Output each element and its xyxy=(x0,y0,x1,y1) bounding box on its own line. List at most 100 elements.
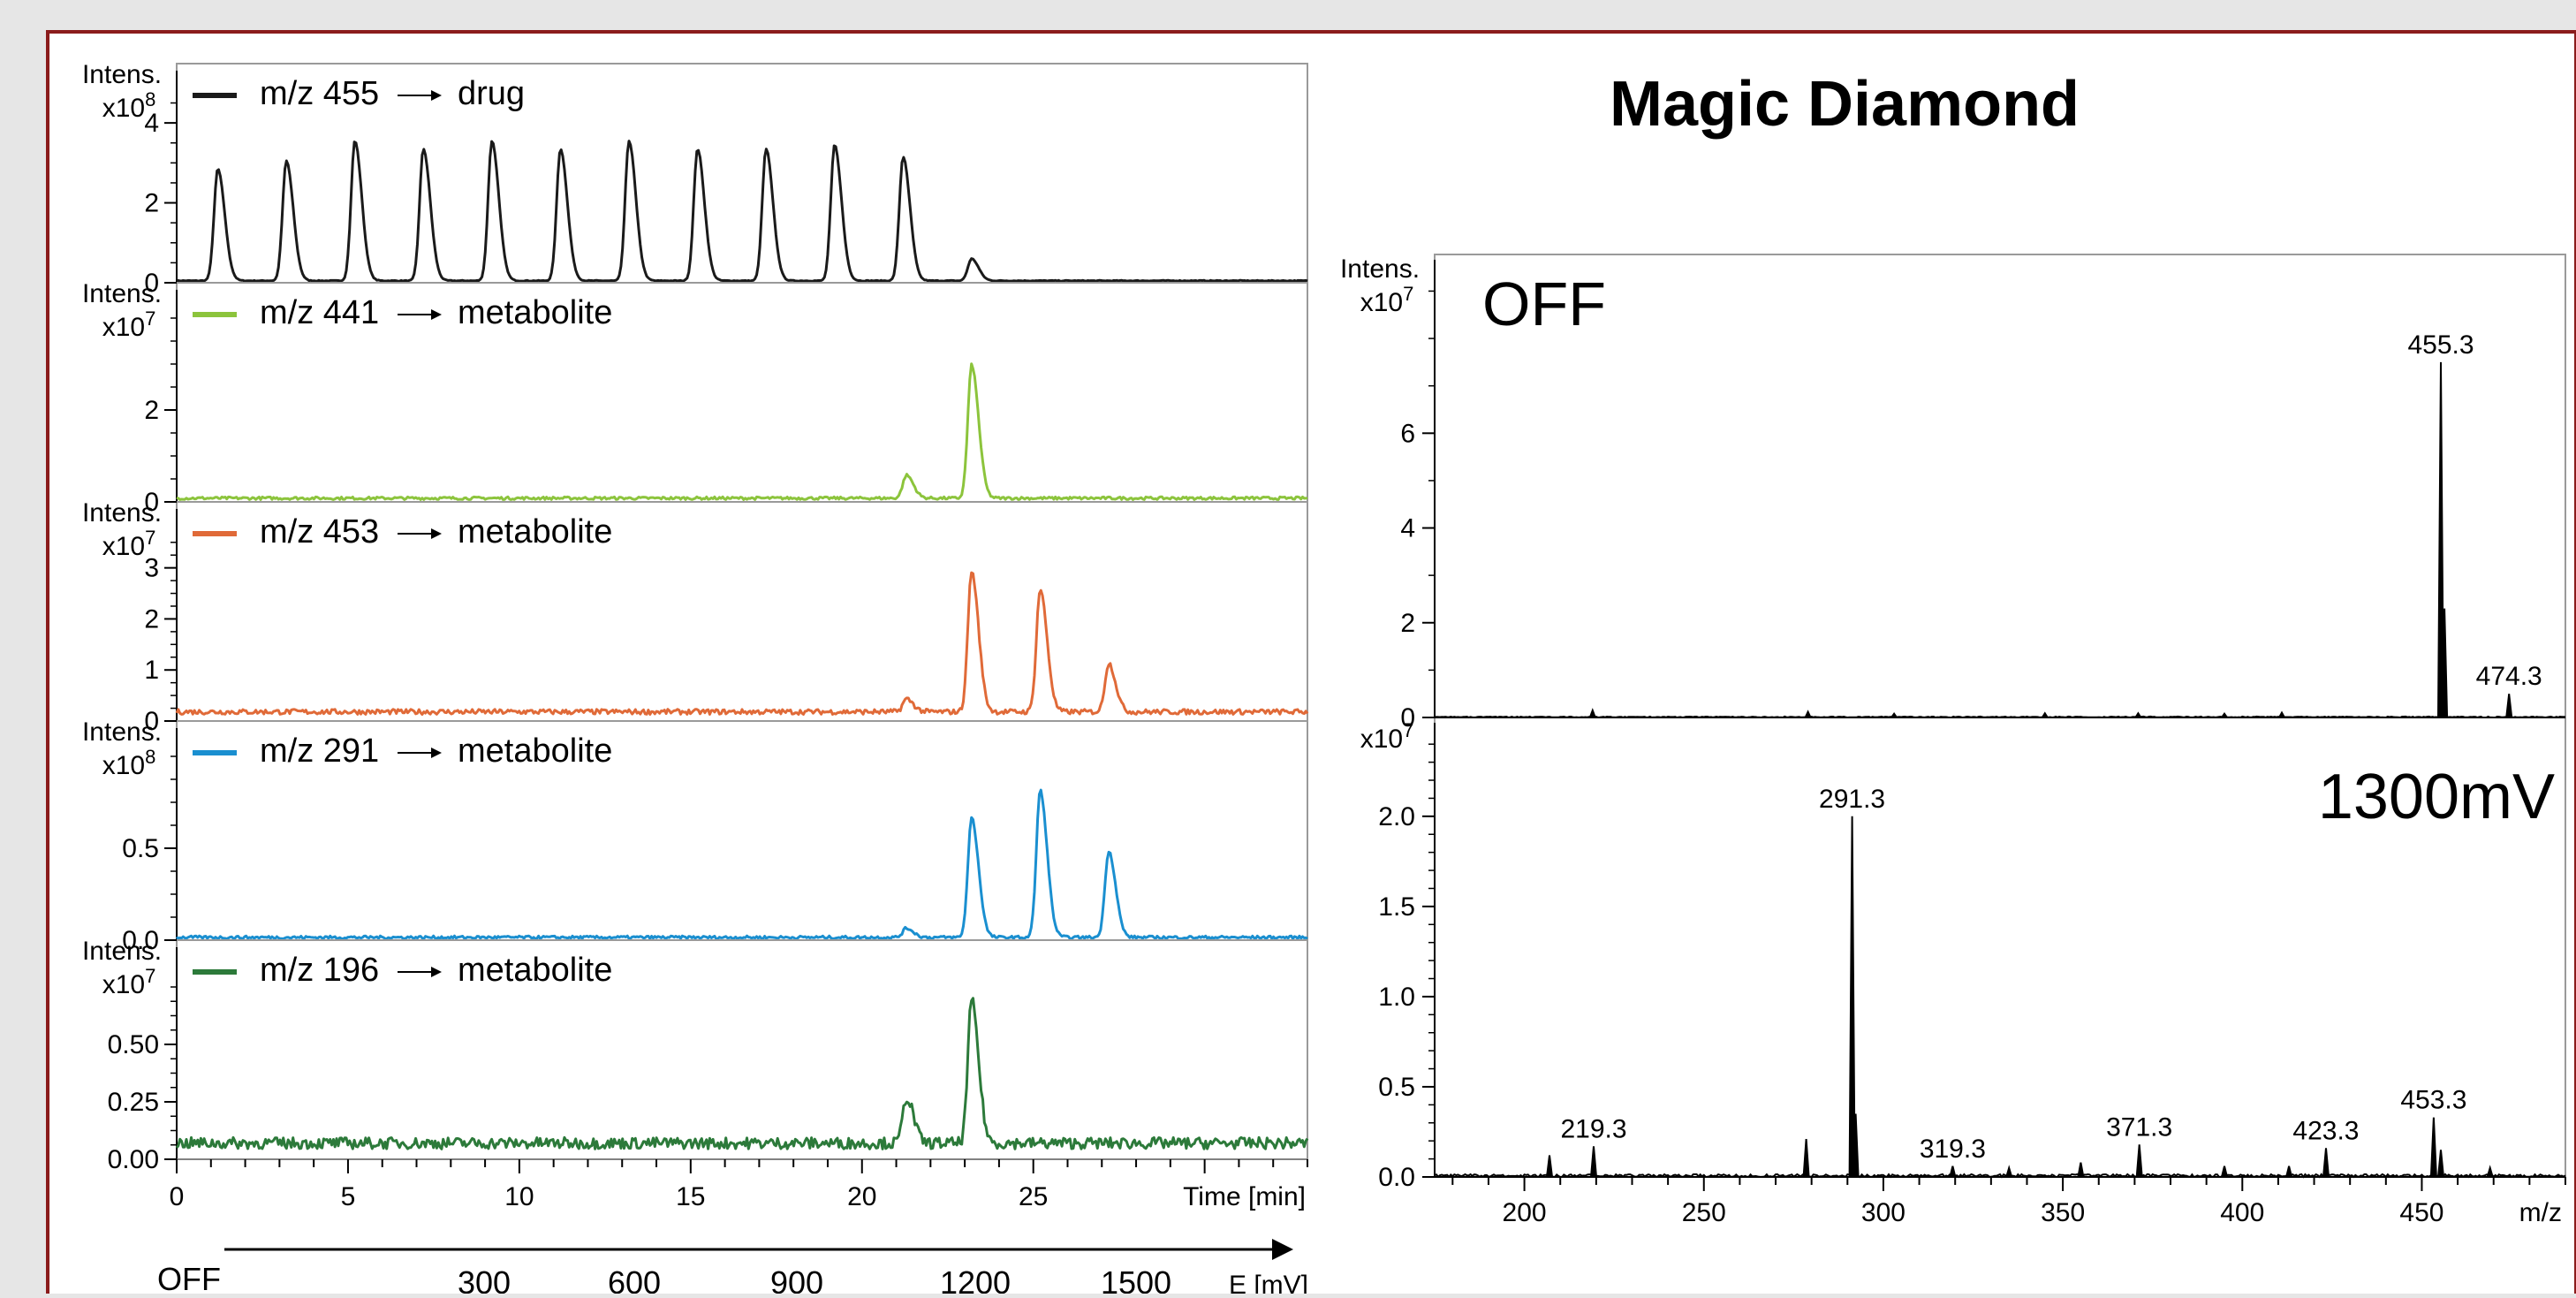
trace-annotation: metabolite xyxy=(458,294,612,331)
arrow-head xyxy=(431,528,442,539)
y-tick-label: 0.0 xyxy=(122,926,159,955)
spectrum-peak xyxy=(1890,711,1899,718)
spectrum-peak xyxy=(2284,1165,2293,1178)
x-tick-label: 300 xyxy=(1861,1198,1905,1227)
chromatogram-trace xyxy=(175,571,1309,716)
spectrum-peak xyxy=(2133,711,2143,718)
x-tick-label: 5 xyxy=(341,1182,356,1211)
chromatogram-trace xyxy=(176,362,1308,501)
y-tick-label: 0 xyxy=(144,269,159,298)
spectrum-peak xyxy=(2040,711,2049,718)
x-tick-label: 450 xyxy=(2399,1198,2443,1227)
spectrum-peak xyxy=(1802,1139,1810,1178)
spectrum-peak xyxy=(2004,1165,2013,1178)
x-tick-label: 10 xyxy=(504,1182,534,1211)
panel-title: Magic Diamond xyxy=(1610,69,2080,140)
spectrum-peak xyxy=(2486,1165,2495,1178)
legend-label: m/z 453 xyxy=(260,513,379,550)
spectrum-peak xyxy=(2429,1117,2437,1178)
y-tick-label: 4 xyxy=(144,109,159,138)
mz-axis: 200 250 300 350 400 450 m/z xyxy=(1451,1177,2566,1227)
y-tick-label: 0 xyxy=(1400,703,1415,732)
chromatogram-trace xyxy=(175,997,1309,1150)
y-axis-label: Intens. xyxy=(1340,254,1420,284)
y-axis-label: Intens. xyxy=(82,279,162,308)
potential-tick-label: 1200 xyxy=(940,1264,1011,1294)
spectrum-peak xyxy=(2077,1162,2085,1178)
y-exponent-label: x107 xyxy=(1360,719,1414,754)
potential-axis-label: E [mV] xyxy=(1229,1271,1308,1294)
potential-tick-label: 900 xyxy=(770,1264,823,1294)
peak-label: 371.3 xyxy=(2106,1112,2172,1142)
trace-annotation: metabolite xyxy=(458,952,612,989)
y-tick-label: 0.25 xyxy=(108,1088,159,1117)
peak-label: 453.3 xyxy=(2400,1086,2466,1115)
spectrum-label: 1300mV xyxy=(2318,762,2555,832)
trace-annotation: drug xyxy=(458,75,525,112)
arrow-head xyxy=(431,90,442,101)
y-tick-label: 1.5 xyxy=(1378,892,1415,922)
spectrum-peak xyxy=(1589,1146,1598,1178)
y-tick-label: 2.0 xyxy=(1378,802,1415,831)
panel-background xyxy=(46,30,2576,1298)
spectrum-peak xyxy=(2441,608,2449,718)
x-tick-label: 250 xyxy=(1682,1198,1726,1227)
x-axis-label: m/z xyxy=(2519,1198,2562,1227)
spectrum-peak xyxy=(1545,1155,1554,1178)
spectrum-peak xyxy=(1949,1165,1957,1178)
y-tick-label: 2 xyxy=(144,189,159,218)
spectrum-baseline xyxy=(1434,1173,2566,1179)
spectrum-peak xyxy=(2505,694,2513,718)
y-axis-label: Intens. xyxy=(82,60,162,89)
y-tick-label: 0.5 xyxy=(122,834,159,863)
potential-tick-label: 300 xyxy=(458,1264,511,1294)
spectrum-peak xyxy=(2220,1165,2229,1178)
y-axis-label: Intens. xyxy=(82,937,162,966)
y-tick-label: 1.0 xyxy=(1378,983,1415,1012)
spectrum-peak xyxy=(1588,708,1597,718)
y-tick-label: 2 xyxy=(1400,609,1415,638)
y-tick-label: 2 xyxy=(144,396,159,425)
x-tick-label: 350 xyxy=(2041,1198,2085,1227)
legend-label: m/z 455 xyxy=(260,75,379,112)
y-tick-label: 0.00 xyxy=(108,1145,159,1174)
y-tick-label: 0.5 xyxy=(1378,1073,1415,1102)
spectrum-panel: x107 0.0 0.5 1.0 1.5 2.0 1300mV 219.3 291.3 319.3… xyxy=(1360,719,2566,1192)
spectrum-peak xyxy=(1804,710,1813,718)
y-axis-label: Intens. xyxy=(82,498,162,528)
x-tick-label: 0 xyxy=(170,1182,185,1211)
y-tick-label: 4 xyxy=(1400,514,1415,543)
chromatogram-trace xyxy=(175,788,1308,940)
y-tick-label: 0.0 xyxy=(1378,1163,1415,1192)
peak-label: 423.3 xyxy=(2292,1116,2359,1145)
x-tick-label: 25 xyxy=(1019,1182,1048,1211)
peak-label: 219.3 xyxy=(1560,1114,1626,1143)
spectrum-label: OFF xyxy=(1482,269,1606,338)
arrow-head xyxy=(431,748,442,758)
y-tick-label: 2 xyxy=(144,604,159,634)
y-tick-label: 6 xyxy=(1400,419,1415,448)
potential-start-label: OFF xyxy=(157,1261,221,1294)
legend-label: m/z 291 xyxy=(260,732,379,770)
spectrum-peak xyxy=(2436,361,2445,718)
y-tick-label: 0 xyxy=(144,707,159,736)
spectrum-peak xyxy=(2322,1148,2330,1178)
x-tick-label: 400 xyxy=(2220,1198,2264,1227)
peak-label: 319.3 xyxy=(1920,1135,1986,1164)
y-tick-label: 0.50 xyxy=(108,1030,159,1059)
y-tick-label: 0 xyxy=(144,488,159,517)
spectrum-peak xyxy=(1852,1113,1860,1178)
peak-label: 455.3 xyxy=(2407,330,2474,360)
potential-tick-label: 1500 xyxy=(1101,1264,1171,1294)
y-axis-label: Intens. xyxy=(82,717,162,747)
y-tick-label: 1 xyxy=(144,656,159,685)
legend-label: m/z 441 xyxy=(260,294,379,331)
peak-label: 474.3 xyxy=(2476,662,2542,691)
spectrum-peak xyxy=(2436,1150,2445,1178)
arrow-head xyxy=(431,967,442,977)
arrow-head xyxy=(431,309,442,320)
